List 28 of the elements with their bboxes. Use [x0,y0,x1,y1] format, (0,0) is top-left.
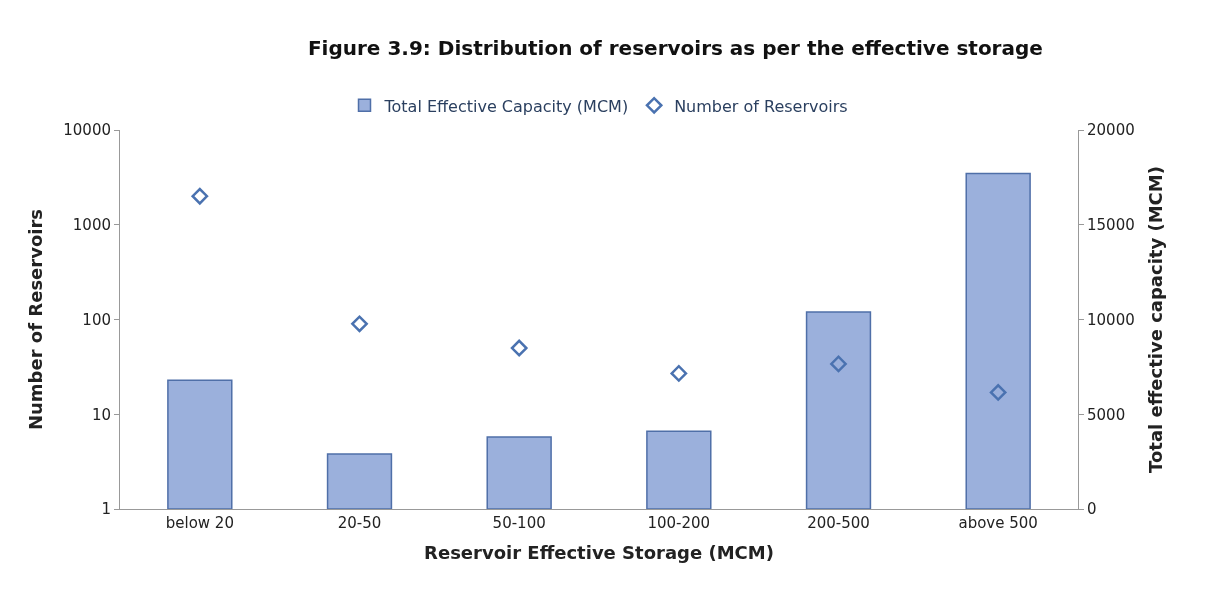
point [351,315,368,333]
x-tick-label: above 500 [958,514,1038,532]
y2-tick-label: 20000 [1087,121,1135,140]
y-tick-label: 10 [91,405,111,424]
x-tick-label: 200-500 [807,514,870,532]
point [830,355,847,373]
x-tick-label: 20-50 [337,514,382,532]
y2-tick-label: 15000 [1087,216,1135,234]
y2-tick-label: 10000 [1087,310,1135,329]
point [989,384,1007,401]
x-tick-label: 50-100 [492,514,546,532]
point [191,187,209,205]
y2-tick-label: 5000 [1087,405,1126,424]
legend-label: Number of Reservoirs [674,96,848,116]
point [670,364,688,382]
y-tick-label: 1 [101,500,111,519]
point [510,339,528,357]
chart-title: Figure 3.9: Distribution of reservoirs as per the effective storage [307,36,1043,61]
y-axis-title: Number of Reservoirs [25,208,47,431]
x-tick-label: 100-200 [647,514,711,532]
y2-tick-label: 0 [1087,500,1097,519]
y-tick-label: 1000 [72,216,111,234]
x-axis-title: Reservoir Effective Storage (MCM) [424,542,774,564]
y-tick-label: 100 [82,310,111,329]
legend-label: Total Effective Capacity (MCM) [383,96,629,116]
x-tick-label: below 20 [165,514,234,532]
y-tick-label: 10000 [63,121,111,140]
y2-axis-title: Total effective capacity (MCM) [1144,166,1166,473]
